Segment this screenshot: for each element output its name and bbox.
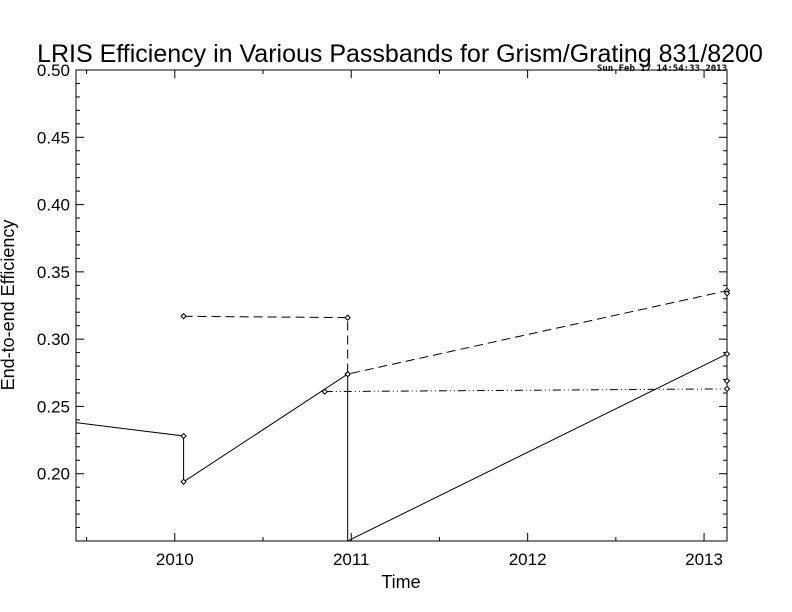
chart-title: LRIS Efficiency in Various Passbands for…	[37, 40, 763, 68]
data-point	[180, 432, 187, 440]
x-axis: 2010 2011 2012 2013	[86, 70, 723, 569]
x-tick-label: 2012	[509, 550, 547, 569]
y-axis-label: End-to-end Efficiency	[0, 220, 18, 391]
x-axis-label: Time	[381, 572, 420, 592]
data-point	[180, 313, 187, 320]
timestamp-label: Sun Feb 17 14:54:33 2013	[597, 64, 727, 74]
data-point	[180, 478, 187, 485]
x-tick-label: 2010	[156, 550, 194, 569]
y-axis: 0.20 0.25 0.30 0.35 0.40 0.45 0.50	[37, 61, 727, 529]
y-tick-label: 0.25	[37, 397, 70, 416]
plot-area	[75, 69, 728, 542]
series-line-dash-dot-dot	[324, 380, 728, 393]
data-point	[344, 370, 351, 378]
data-point	[723, 350, 731, 358]
data-point	[344, 314, 351, 321]
y-tick-label: 0.40	[37, 196, 70, 215]
x-tick-label: 2013	[685, 550, 723, 569]
plot-frame	[75, 69, 728, 542]
series-layer	[75, 287, 731, 542]
data-point	[723, 377, 731, 385]
series-line-dashed	[183, 290, 728, 375]
y-tick-label: 0.35	[37, 263, 70, 282]
y-tick-label: 0.50	[37, 61, 70, 80]
y-tick-label: 0.45	[37, 128, 70, 147]
y-tick-label: 0.20	[37, 465, 70, 484]
data-point	[321, 388, 328, 395]
data-point	[723, 385, 731, 393]
data-point	[723, 290, 731, 297]
series-line-solid	[75, 353, 728, 542]
y-tick-label: 0.30	[37, 330, 70, 349]
x-tick-label: 2011	[333, 550, 370, 569]
